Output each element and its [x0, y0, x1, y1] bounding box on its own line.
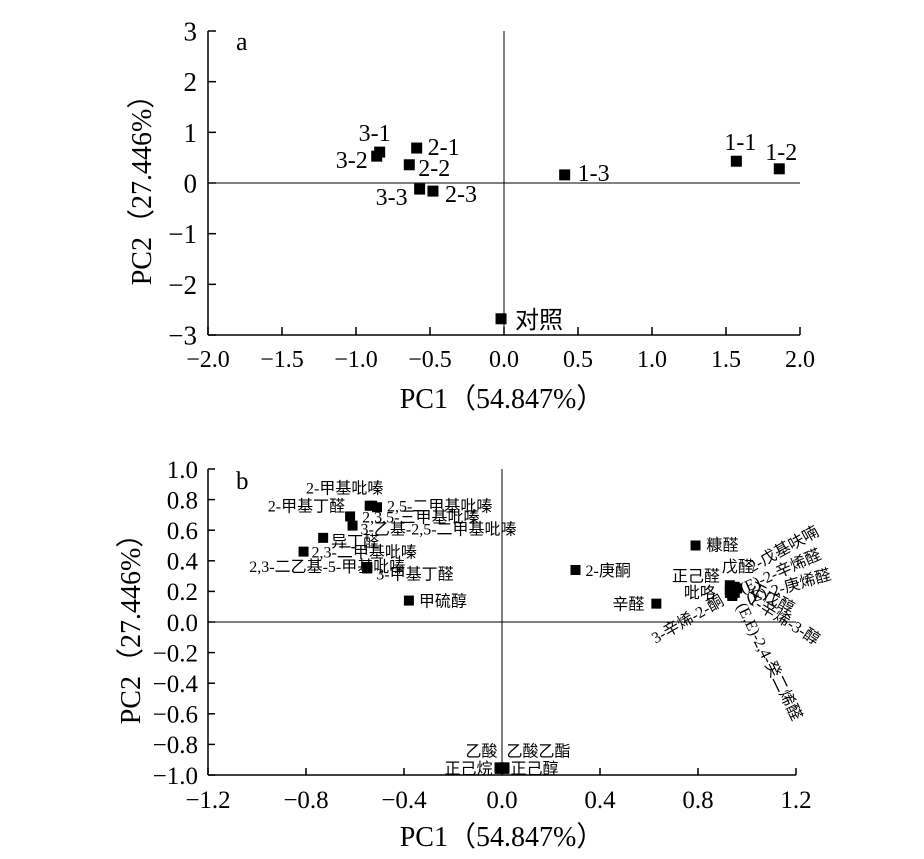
x-tick-label: 1.0 — [637, 347, 667, 373]
point-label: 2,3-二甲基吡嗪 — [312, 544, 417, 562]
point-label: 3-甲基丁醛 — [376, 565, 453, 583]
y-tick-label: 1.0 — [167, 457, 198, 484]
y-tick-label: 3 — [184, 16, 198, 46]
y-tick-label: −1 — [168, 219, 197, 249]
point-label: 辛醛 — [612, 596, 644, 614]
point-label: 戊醛 — [722, 558, 754, 576]
point-label: 2,3-二乙基-5-甲基吡嗪 — [249, 558, 405, 576]
y-tick-label: −0.6 — [153, 702, 198, 729]
point-label: 2-3 — [445, 182, 477, 208]
point-label: 甲硫醇 — [419, 593, 467, 611]
data-point — [727, 590, 738, 601]
x-tick-label: 2.0 — [785, 347, 815, 373]
point-label: 2,3,5-三甲基吡嗪 — [362, 509, 479, 527]
y-axis-label: PC2（27.446%） — [126, 81, 158, 286]
panel-letter: a — [236, 27, 248, 56]
chart-panel-b: 1.0 0.8 0.6 0.4 0.2 0.0 −0.2 −0.4 −0.6 −0.8 −1.0−1… — [115, 457, 833, 853]
data-point — [403, 159, 415, 171]
y-tick-label: −2 — [168, 270, 197, 300]
point-label: 对照 — [515, 307, 563, 334]
point-label: 吡咯 — [684, 584, 716, 602]
x-tick-label: −2.0 — [186, 347, 230, 373]
point-label: 1-3 — [578, 161, 610, 187]
point-label: 2-甲基吡嗪 — [306, 480, 383, 498]
y-tick-label: −1.0 — [153, 763, 198, 790]
y-tick-label: 1 — [184, 118, 198, 148]
point-label: 3-2 — [336, 148, 368, 174]
y-tick-label: −0.8 — [153, 732, 198, 759]
y-tick-label: 0 — [184, 168, 198, 198]
data-point — [347, 520, 358, 531]
data-point — [345, 511, 356, 522]
x-tick-label: −1.5 — [260, 347, 304, 373]
data-point — [298, 546, 309, 557]
y-tick-label: −3 — [168, 320, 197, 350]
data-point — [414, 183, 426, 195]
x-tick-label: −1.2 — [185, 787, 230, 814]
x-tick-label: 1.2 — [780, 787, 811, 814]
point-label: 糠醛 — [707, 536, 739, 555]
data-point — [651, 598, 662, 609]
data-point — [362, 563, 373, 574]
data-point — [559, 169, 571, 181]
y-tick-label: 0.8 — [167, 487, 198, 514]
data-point — [371, 150, 383, 162]
point-label: 2-甲基丁醛 — [268, 497, 345, 515]
data-point — [690, 540, 701, 551]
y-tick-label: −0.2 — [153, 640, 198, 667]
x-tick-label: 0.0 — [489, 347, 519, 373]
data-point — [427, 185, 439, 197]
point-label: 乙酸乙酯 — [506, 742, 570, 760]
point-label: 正己醛 — [672, 567, 720, 585]
x-tick-label: 0.0 — [486, 787, 517, 814]
x-tick-label: 1.5 — [711, 347, 741, 373]
x-tick-label: −0.4 — [381, 787, 427, 814]
data-point — [411, 142, 423, 154]
x-axis-label: PC1（54.847%） — [400, 383, 605, 415]
data-point — [570, 564, 581, 575]
data-point — [403, 595, 414, 606]
data-point — [367, 500, 378, 511]
point-label: 3-1 — [359, 121, 391, 147]
point-label: 3-乙基-2,5-二甲基吡嗪 — [361, 521, 517, 539]
point-label: 1-1 — [724, 130, 756, 156]
x-tick-label: 0.8 — [682, 787, 713, 814]
data-points — [298, 500, 743, 774]
y-tick-label: 0.2 — [167, 579, 198, 606]
chart-panel-a: 3 2 1 0 −1 −2 −3−2.0 −1.5 −1.0 −0.5 0.0 0.5 1.0 1.5 2.… — [126, 16, 815, 415]
y-axis-label: PC2（27.446%） — [115, 520, 147, 725]
point-label: 2-1 — [428, 135, 460, 161]
data-points — [371, 142, 785, 325]
point-label: 1-2 — [765, 140, 797, 166]
x-tick-label: −0.5 — [408, 347, 452, 373]
y-tick-label: 0.4 — [167, 549, 199, 576]
point-labels: 3-13-2 2-12-2 3-3 2-3 1-3 1-1 1-2 对照 — [336, 121, 798, 334]
y-tick-label: 0.6 — [167, 518, 198, 545]
data-point — [318, 532, 329, 543]
y-tick-label: −0.4 — [153, 671, 199, 698]
data-point — [495, 313, 507, 325]
y-tick-label: 0.0 — [167, 610, 198, 637]
y-tick-label: 2 — [184, 67, 198, 97]
x-tick-label: −0.8 — [283, 787, 328, 814]
point-label: 2-庚酮 — [586, 562, 631, 580]
x-tick-label: 0.4 — [584, 787, 616, 814]
x-axis-label: PC1（54.847%） — [400, 821, 605, 853]
point-label: 正己醇 — [510, 760, 558, 778]
point-label: 3-3 — [376, 185, 408, 211]
data-point — [499, 763, 510, 774]
point-label: 正己烷 — [445, 760, 493, 778]
x-tick-label: 0.5 — [563, 347, 593, 373]
point-label: 2,5-二甲基吡嗪 — [387, 497, 492, 515]
data-point — [773, 163, 785, 175]
point-label: 异丁醛 — [331, 533, 379, 551]
point-label: 乙酸 — [466, 742, 498, 760]
panel-letter: b — [236, 468, 249, 495]
data-point — [730, 155, 742, 167]
point-label: 2-2 — [418, 156, 450, 182]
x-tick-label: −1.0 — [334, 347, 378, 373]
